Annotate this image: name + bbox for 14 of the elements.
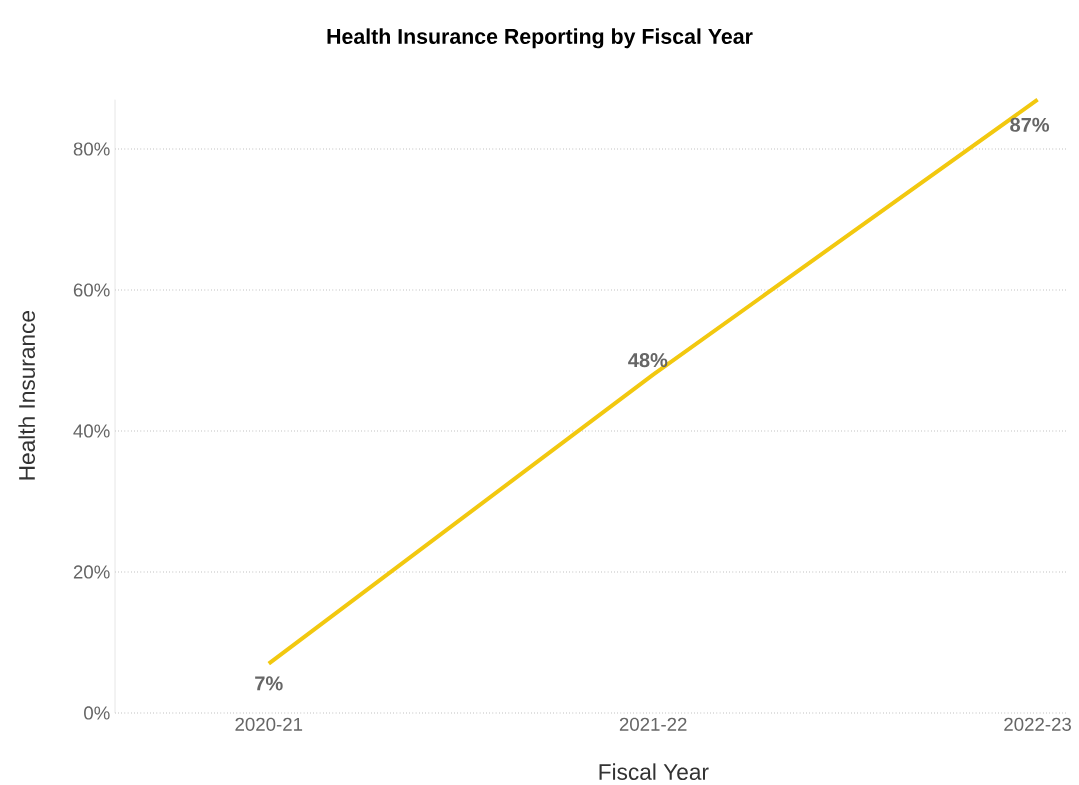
x-tick-label: 2021-22	[619, 717, 687, 731]
x-tick-label: 2020-21	[235, 717, 303, 731]
x-tick-label: 2022-23	[1004, 717, 1071, 731]
y-tick-label: 40%	[73, 424, 110, 438]
y-tick-label: 60%	[73, 283, 110, 297]
data-label: 48%	[628, 353, 668, 368]
y-tick-label: 80%	[73, 142, 110, 156]
y-tick-label: 0%	[84, 706, 110, 720]
y-tick-label: 20%	[73, 565, 110, 579]
data-label: 7%	[255, 676, 283, 691]
y-axis-title: Health Insurance	[18, 311, 36, 480]
chart-title: Health Insurance Reporting by Fiscal Year	[327, 28, 753, 49]
data-label: 87%	[1010, 117, 1050, 132]
x-axis-title: Fiscal Year	[599, 763, 709, 780]
